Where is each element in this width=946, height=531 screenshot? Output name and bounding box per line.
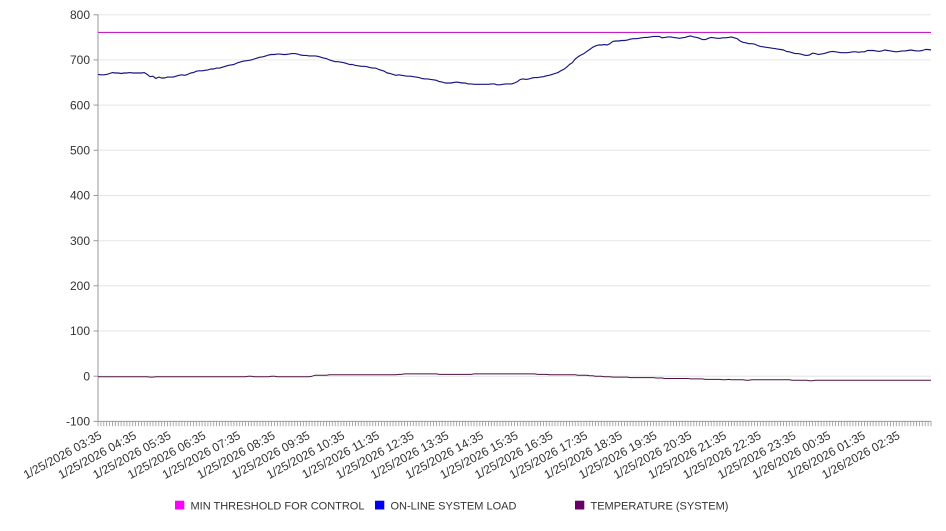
- svg-text:500: 500: [70, 144, 90, 158]
- svg-text:TEMPERATURE (SYSTEM): TEMPERATURE (SYSTEM): [591, 501, 729, 513]
- svg-text:-100: -100: [66, 415, 90, 429]
- svg-text:MIN THRESHOLD FOR CONTROL: MIN THRESHOLD FOR CONTROL: [191, 501, 365, 513]
- svg-text:600: 600: [70, 98, 90, 112]
- svg-text:100: 100: [70, 324, 90, 338]
- svg-text:800: 800: [70, 8, 90, 22]
- svg-text:300: 300: [70, 234, 90, 248]
- svg-text:0: 0: [83, 369, 90, 383]
- svg-text:200: 200: [70, 279, 90, 293]
- svg-text:700: 700: [70, 53, 90, 67]
- svg-text:400: 400: [70, 189, 90, 203]
- svg-text:ON-LINE SYSTEM LOAD: ON-LINE SYSTEM LOAD: [391, 501, 517, 513]
